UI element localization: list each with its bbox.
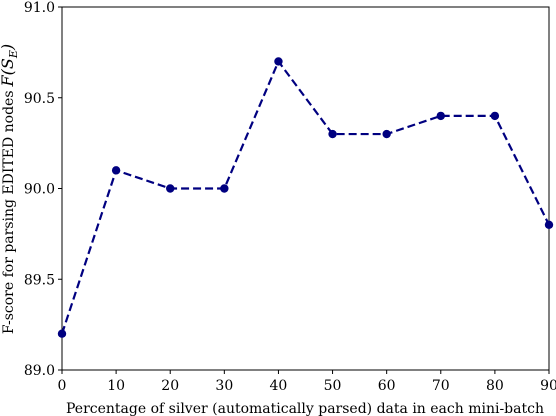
y-axis-ticks: 89.0 89.5 90.0 90.5 91.0 [24,0,62,379]
data-point [490,111,500,121]
data-point [328,129,337,139]
data-point [382,129,391,139]
y-tick-label: 89.5 [24,272,55,288]
data-point [274,57,283,66]
series-layer [57,57,554,338]
data-point [544,220,554,229]
data-point [436,111,445,121]
y-tick-label: 91.0 [24,0,55,16]
y-tick-label: 89.0 [24,363,55,379]
data-point [220,184,229,193]
y-axis-label: F-score for parsing EDITED nodesF(SE) [0,44,20,334]
plot-area [61,6,550,371]
y-tick-label: 90.0 [24,182,55,198]
data-point [111,166,121,175]
x-axis-label: Percentage of silver (automatically pars… [66,401,544,416]
x-tick-label: 60 [378,378,396,394]
x-tick-label: 90 [540,378,556,394]
series-line [60,59,550,335]
x-axis-ticks: 0 10 20 30 40 50 60 70 80 90 [58,370,556,394]
x-tick-label: 10 [107,378,125,394]
x-tick-label: 50 [324,378,342,394]
x-tick-label: 80 [486,378,504,394]
data-point [57,329,67,338]
y-tick-label: 90.5 [24,91,55,107]
y-axis-label-text: F-score for parsing EDITED nodes [1,90,17,334]
x-tick-label: 70 [432,378,450,394]
x-tick-label: 30 [215,378,233,394]
x-tick-label: 20 [161,378,179,394]
data-point [166,184,175,193]
plot-frame [61,6,550,371]
x-tick-label: 0 [58,378,67,394]
x-tick-label: 40 [270,378,288,394]
